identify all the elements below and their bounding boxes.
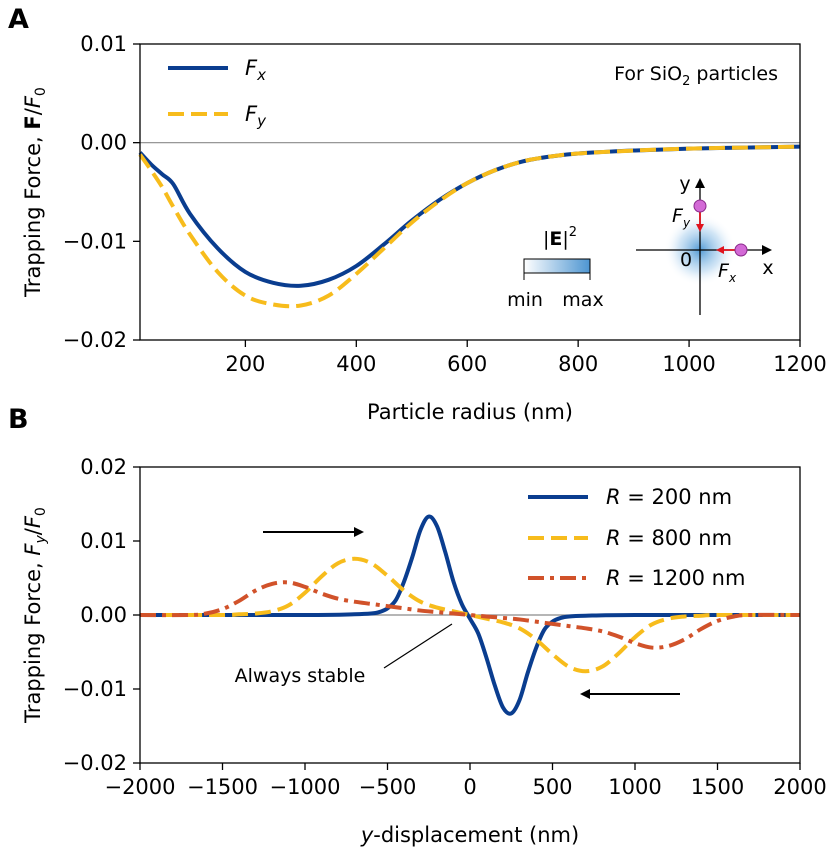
panel-b-x-tick-label: −1000 — [269, 775, 340, 799]
panel-a-axes-frame — [139, 43, 801, 341]
panel-a-x-ticks: 200 400 600 800 1000 1200 — [225, 340, 827, 376]
panel-a-y-tick-label: 0.00 — [80, 131, 127, 155]
colorbar-max-label: max — [562, 289, 603, 311]
panel-b-label: B — [8, 404, 29, 435]
always-stable-pointer — [383, 623, 453, 669]
panel-a-annotation: For SiO2 particles — [614, 63, 778, 89]
panel-a-y-ticks: 0.01 0.00 −0.01 −0.02 — [63, 32, 140, 352]
panel-b-x-tick-label: 2000 — [773, 775, 826, 799]
inset-x-axis-label: x — [762, 257, 773, 279]
colorbar-gradient — [523, 258, 591, 274]
panel-a-legend: Fx Fy — [168, 56, 267, 130]
panel-a-series — [138, 144, 801, 309]
panel-b-x-label: y-displacement (nm) — [360, 823, 579, 847]
panel-a-y-tick-label: −0.02 — [63, 328, 127, 352]
legend-label-r1200: R = 1200 nm — [606, 566, 745, 590]
panel-b-y-tick-label: 0.01 — [80, 529, 127, 553]
panel-a-x-label: Particle radius (nm) — [367, 400, 573, 424]
panel-b-series — [139, 514, 801, 716]
panel-b-y-tick-label: −0.02 — [63, 751, 127, 775]
panel-b-y-tick-label: 0.00 — [80, 603, 127, 627]
panel-b-x-tick-label: −2000 — [104, 775, 175, 799]
panel-b-y-label: Trapping Force, Fy/F0 — [21, 507, 49, 724]
legend-label-r800: R = 800 nm — [606, 526, 732, 550]
panel-b-legend: R = 200 nm R = 800 nm R = 1200 nm — [528, 485, 745, 590]
panel-a-label: A — [8, 4, 29, 35]
panel-b: B −2000 −1500 −1000 −500 0 500 1000 1500 2000 0.… — [8, 404, 827, 847]
panel-b-y-tick-label: 0.02 — [80, 455, 127, 479]
panel-b-x-tick-label: 1000 — [608, 775, 661, 799]
panel-a: A 200 400 600 800 1000 1200 0.01 0.00 −0.01 −0.0… — [8, 4, 827, 424]
legend-label-r200: R = 200 nm — [606, 485, 732, 509]
panel-a-x-tick-label: 1000 — [662, 352, 715, 376]
panel-b-series-1 — [139, 556, 801, 674]
inset-fy-label: Fy — [672, 205, 691, 230]
panel-b-x-tick-label: −1500 — [187, 775, 258, 799]
panel-b-x-tick-label: 500 — [532, 775, 572, 799]
legend-label-fy: Fy — [245, 102, 267, 130]
colorbar-min-label: min — [507, 289, 543, 311]
inset-fx-label: Fx — [718, 260, 737, 285]
panel-a-series-1 — [138, 144, 801, 309]
inset-origin-label: 0 — [680, 249, 692, 271]
panel-b-x-tick-label: −500 — [359, 775, 417, 799]
legend-label-fx: Fx — [245, 56, 266, 84]
panel-a-x-tick-label: 200 — [225, 352, 265, 376]
panel-b-y-ticks: 0.02 0.01 0.00 −0.01 −0.02 — [63, 455, 140, 775]
panel-a-x-tick-label: 1200 — [773, 352, 826, 376]
panel-a-series-0 — [138, 144, 801, 288]
inset-schematic: y x 0 Fy Fx — [636, 173, 774, 315]
panel-a-y-tick-label: 0.01 — [80, 32, 127, 56]
inset-y-axis-label: y — [679, 173, 690, 195]
panel-a-x-tick-label: 800 — [558, 352, 598, 376]
always-stable-label: Always stable — [235, 665, 366, 687]
panel-b-x-ticks: −2000 −1500 −1000 −500 0 500 1000 1500 2000 — [104, 763, 827, 799]
colorbar-title: |E|2 — [543, 225, 577, 250]
panel-b-series-0 — [139, 514, 801, 716]
panel-a-x-tick-label: 400 — [336, 352, 376, 376]
panel-b-series-2 — [139, 580, 801, 650]
panel-b-x-tick-label: 1500 — [691, 775, 744, 799]
particle-x-icon — [734, 243, 748, 257]
panel-a-x-tick-label: 600 — [447, 352, 487, 376]
panel-a-y-label: Trapping Force, F/F0 — [21, 87, 49, 298]
particle-y-icon — [693, 199, 707, 213]
colorbar: |E|2 min max — [507, 225, 604, 311]
panel-a-y-tick-label: −0.01 — [63, 229, 127, 253]
panel-b-x-tick-label: 0 — [463, 775, 476, 799]
panel-b-y-tick-label: −0.01 — [63, 677, 127, 701]
